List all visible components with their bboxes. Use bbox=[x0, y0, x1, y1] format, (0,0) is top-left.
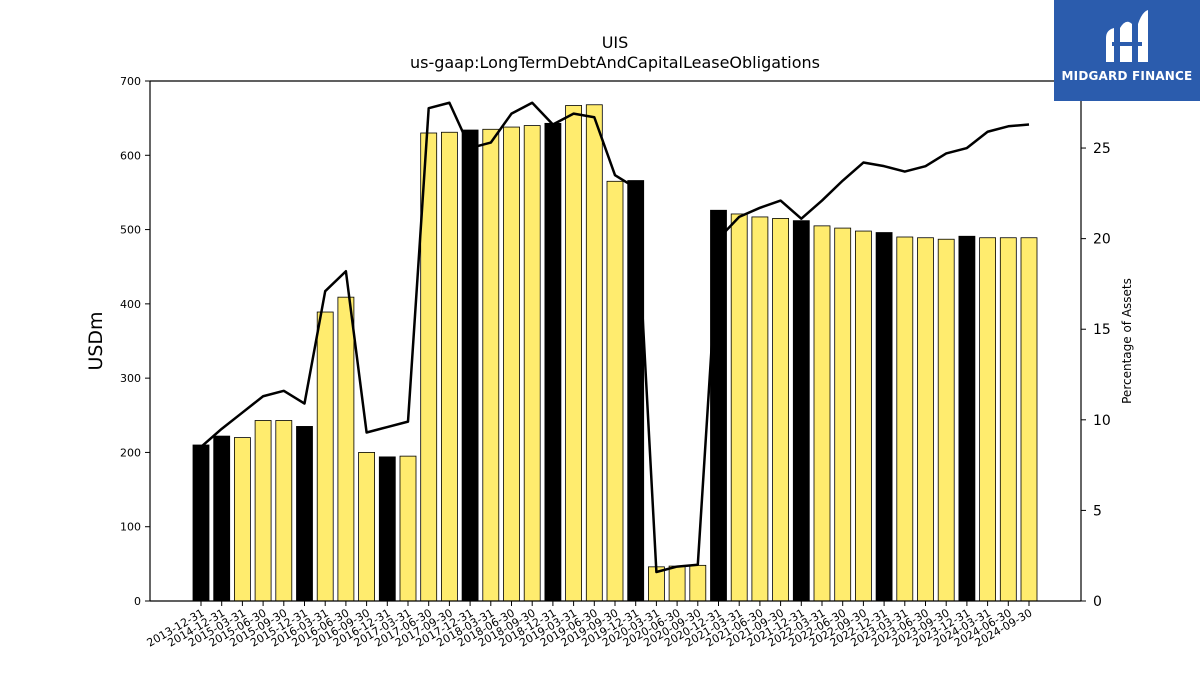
y-tick-label: 300 bbox=[120, 372, 141, 385]
bar bbox=[875, 232, 893, 602]
chart-title: UIS bbox=[602, 33, 629, 52]
y2-tick-label: 0 bbox=[1093, 594, 1102, 610]
bar bbox=[668, 565, 686, 602]
y2-tick-label: 20 bbox=[1093, 232, 1111, 248]
bar bbox=[730, 213, 748, 602]
bar bbox=[461, 129, 479, 602]
bar bbox=[772, 218, 789, 602]
line-layer bbox=[200, 101, 1030, 574]
bar bbox=[399, 455, 417, 602]
bar bbox=[296, 426, 313, 602]
bar bbox=[1020, 237, 1038, 602]
bar bbox=[213, 435, 231, 602]
bar bbox=[275, 420, 293, 602]
bar bbox=[233, 437, 251, 602]
bar bbox=[855, 230, 872, 602]
chart-subtitle: us-gaap:LongTermDebtAndCapitalLeaseOblig… bbox=[410, 53, 820, 72]
bar bbox=[523, 125, 541, 602]
bar bbox=[834, 227, 852, 602]
bar bbox=[585, 104, 603, 602]
bar bbox=[254, 420, 272, 602]
y2-tick-label: 10 bbox=[1093, 413, 1111, 429]
brand-logo: MIDGARD FINANCE bbox=[1054, 0, 1200, 101]
bar bbox=[710, 209, 727, 602]
y-tick-label: 600 bbox=[120, 149, 141, 162]
logo-text: MIDGARD FINANCE bbox=[1061, 69, 1193, 83]
midgard-logo-icon bbox=[1106, 10, 1148, 62]
bar bbox=[813, 225, 831, 602]
y-tick-label: 500 bbox=[120, 224, 141, 237]
bar bbox=[544, 122, 562, 602]
bars-layer bbox=[192, 104, 1038, 602]
bar bbox=[378, 456, 396, 602]
bar bbox=[792, 220, 810, 602]
bar bbox=[751, 216, 769, 602]
bar bbox=[896, 236, 914, 602]
y-tick-label: 400 bbox=[120, 298, 141, 311]
bar bbox=[482, 128, 500, 602]
bar bbox=[565, 105, 582, 602]
y-tick-label: 700 bbox=[120, 75, 141, 88]
bar bbox=[999, 237, 1017, 602]
bar bbox=[979, 237, 996, 602]
y-axis-label: USDm bbox=[85, 311, 107, 370]
bar bbox=[937, 238, 955, 602]
bar bbox=[958, 235, 976, 602]
bar bbox=[316, 311, 334, 602]
y2-tick-label: 15 bbox=[1093, 322, 1111, 338]
bar bbox=[606, 180, 624, 602]
bar bbox=[627, 180, 645, 602]
bar bbox=[337, 296, 355, 602]
axes-layer: 010020030040050060070005101520252013-12-… bbox=[120, 75, 1111, 650]
y-tick-label: 200 bbox=[120, 446, 141, 459]
bar bbox=[192, 444, 210, 602]
bar bbox=[503, 126, 520, 602]
y-tick-label: 0 bbox=[134, 595, 141, 608]
y-tick-label: 100 bbox=[120, 521, 141, 534]
bar bbox=[358, 452, 376, 602]
bar bbox=[440, 131, 458, 602]
y2-axis-label: Percentage of Assets bbox=[1120, 278, 1134, 404]
bar bbox=[689, 564, 707, 602]
y2-tick-label: 25 bbox=[1093, 141, 1111, 157]
bar bbox=[917, 237, 934, 602]
percentage-line bbox=[200, 101, 1030, 574]
y2-tick-label: 5 bbox=[1093, 503, 1102, 519]
